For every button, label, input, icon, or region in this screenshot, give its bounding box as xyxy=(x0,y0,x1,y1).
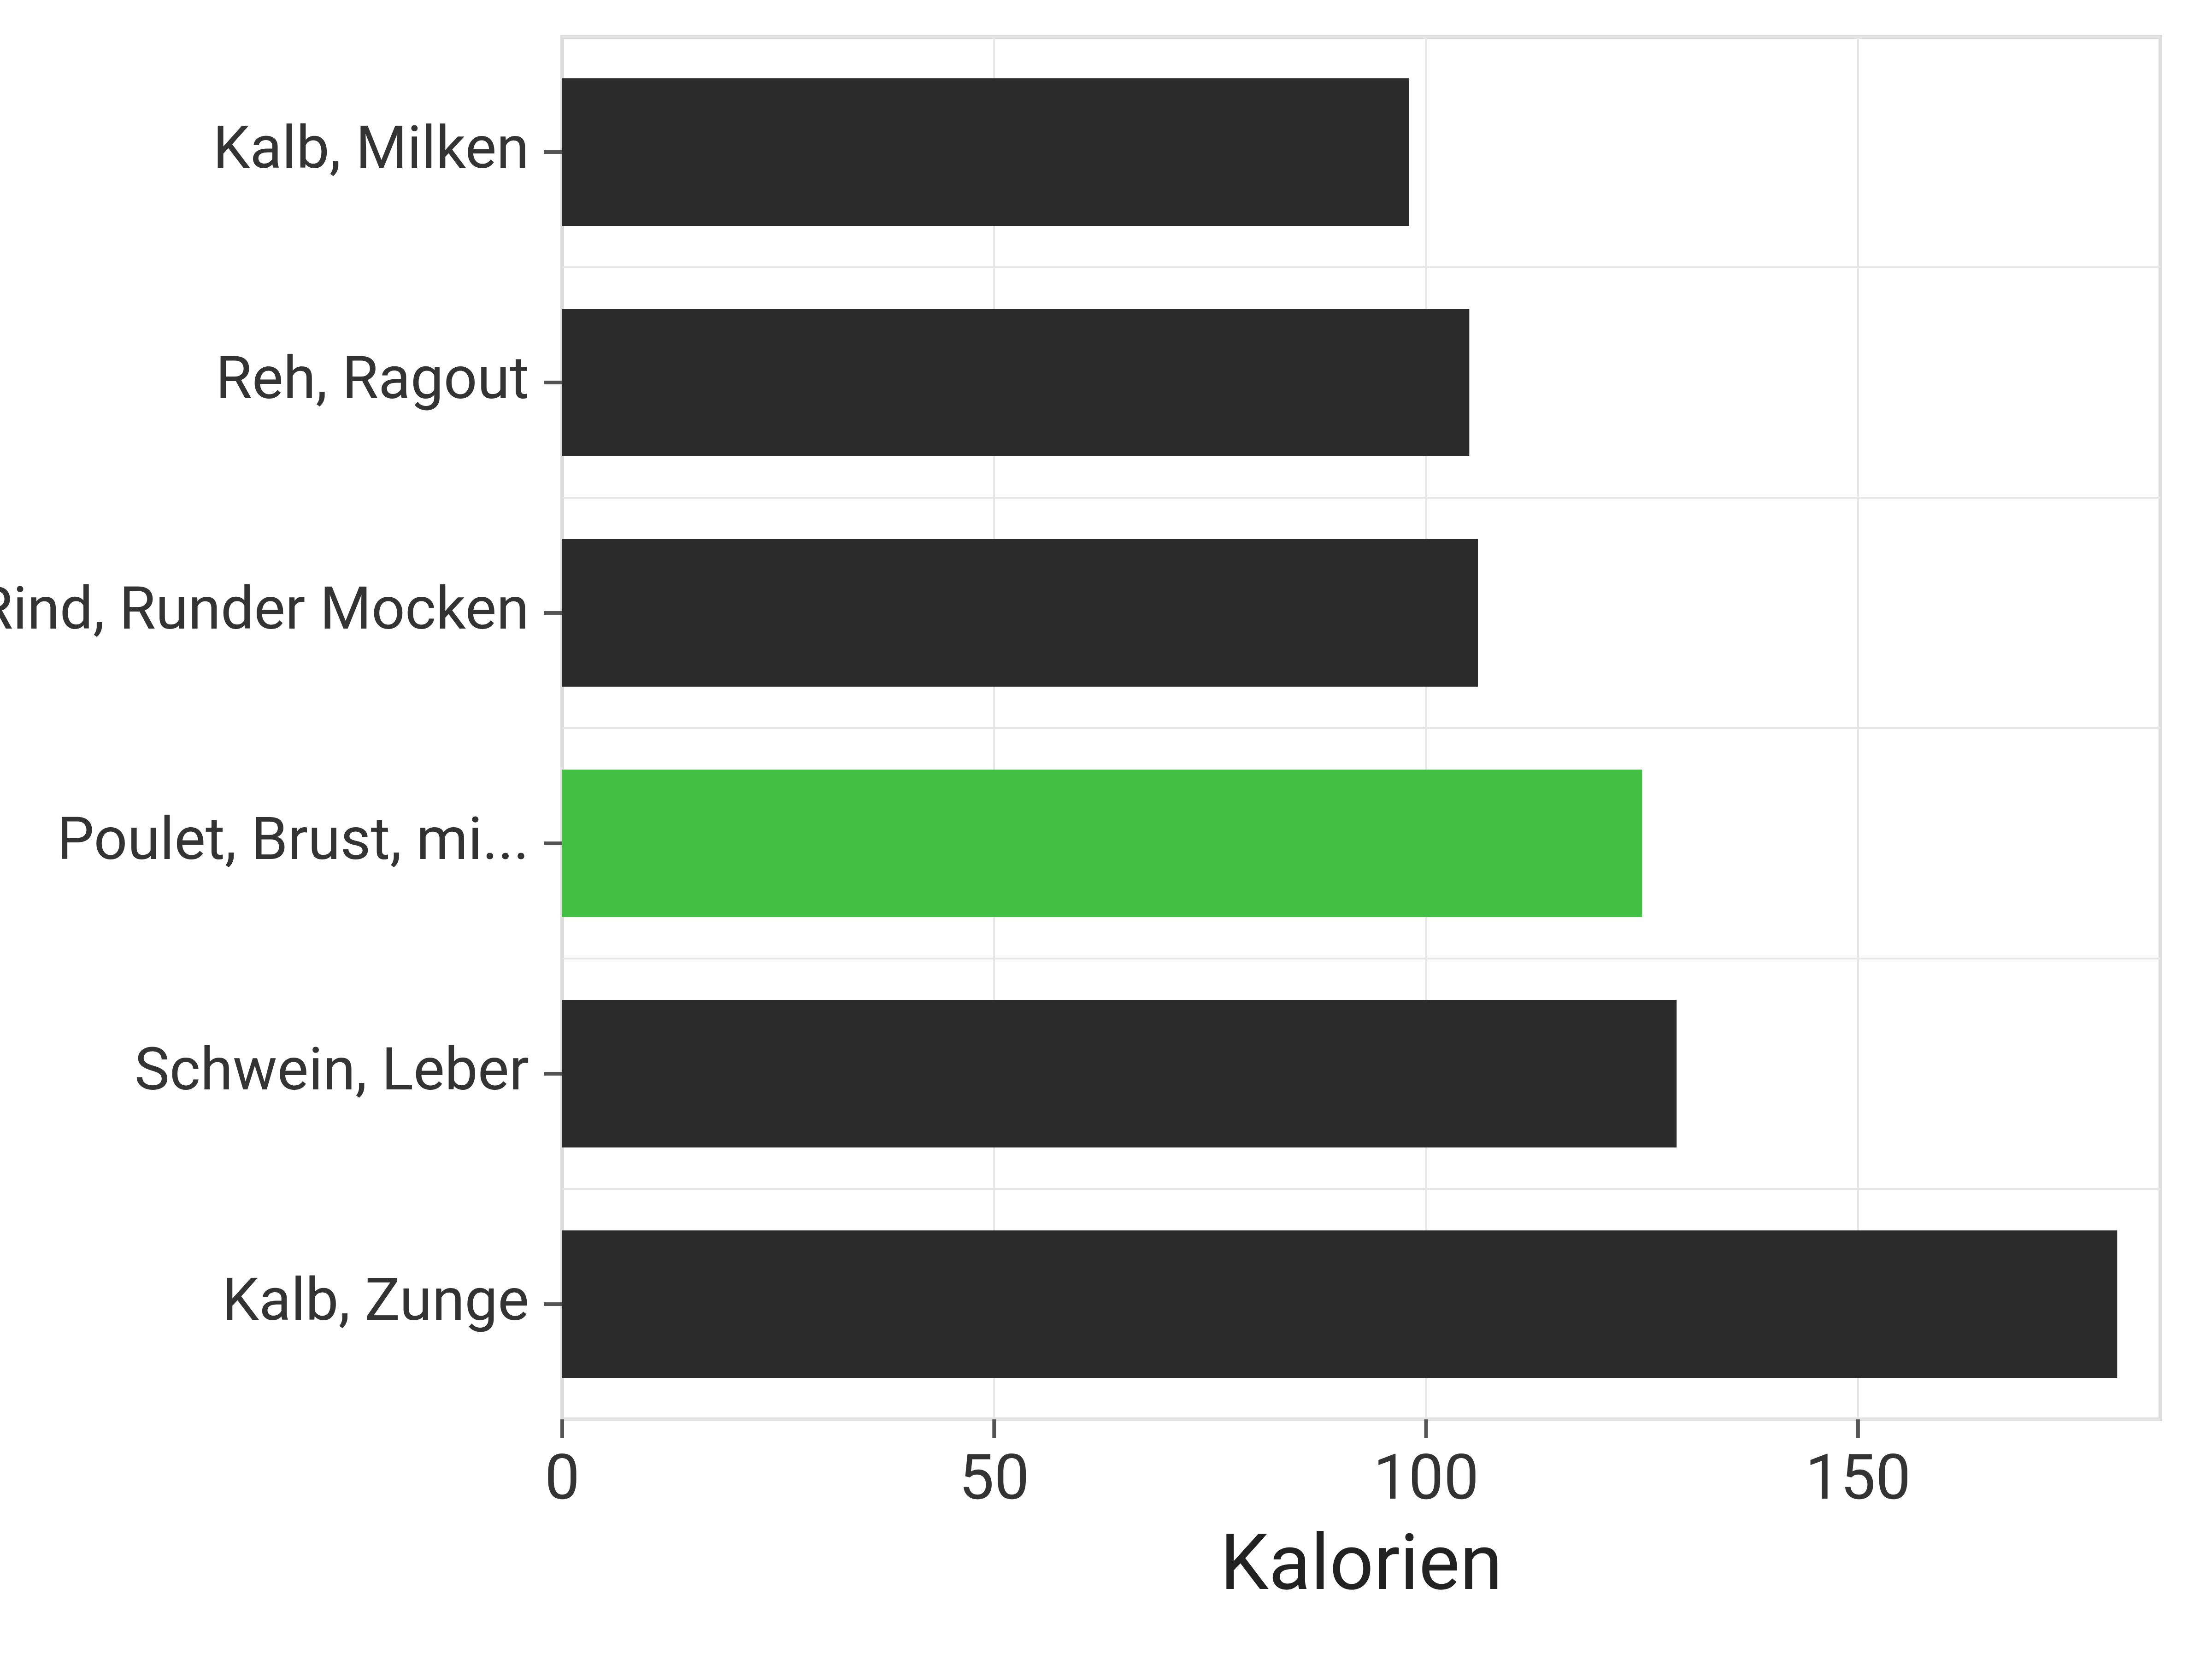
x-tick-label: 0 xyxy=(545,1441,580,1514)
y-tick-label: Schwein, Leber xyxy=(135,1035,529,1104)
bar xyxy=(562,539,1478,687)
x-tick-label: 50 xyxy=(959,1441,1030,1514)
calorie-bar-chart: 0 50 100 150 Kalb, Milken Reh, Ragout Rind, Ru… xyxy=(0,0,2212,1659)
bar xyxy=(562,770,1642,917)
y-tick-label: Poulet, Brust, mi... xyxy=(57,805,529,874)
chart-svg: 0 50 100 150 Kalb, Milken Reh, Ragout Rind, Ru… xyxy=(0,0,2212,1659)
bar xyxy=(562,1230,2117,1378)
x-tick-label: 150 xyxy=(1805,1441,1911,1514)
y-tick-label: Kalb, Zunge xyxy=(222,1265,529,1335)
bar xyxy=(562,1000,1677,1147)
x-tick-label: 100 xyxy=(1373,1441,1479,1514)
x-axis-title: Kalorien xyxy=(1220,1518,1502,1608)
bar xyxy=(562,78,1409,226)
bar xyxy=(562,309,1469,456)
y-tick-label: Kalb, Milken xyxy=(213,113,529,182)
y-tick-label: Rind, Runder Mocken xyxy=(0,574,529,643)
y-tick-label: Reh, Ragout xyxy=(216,344,529,413)
